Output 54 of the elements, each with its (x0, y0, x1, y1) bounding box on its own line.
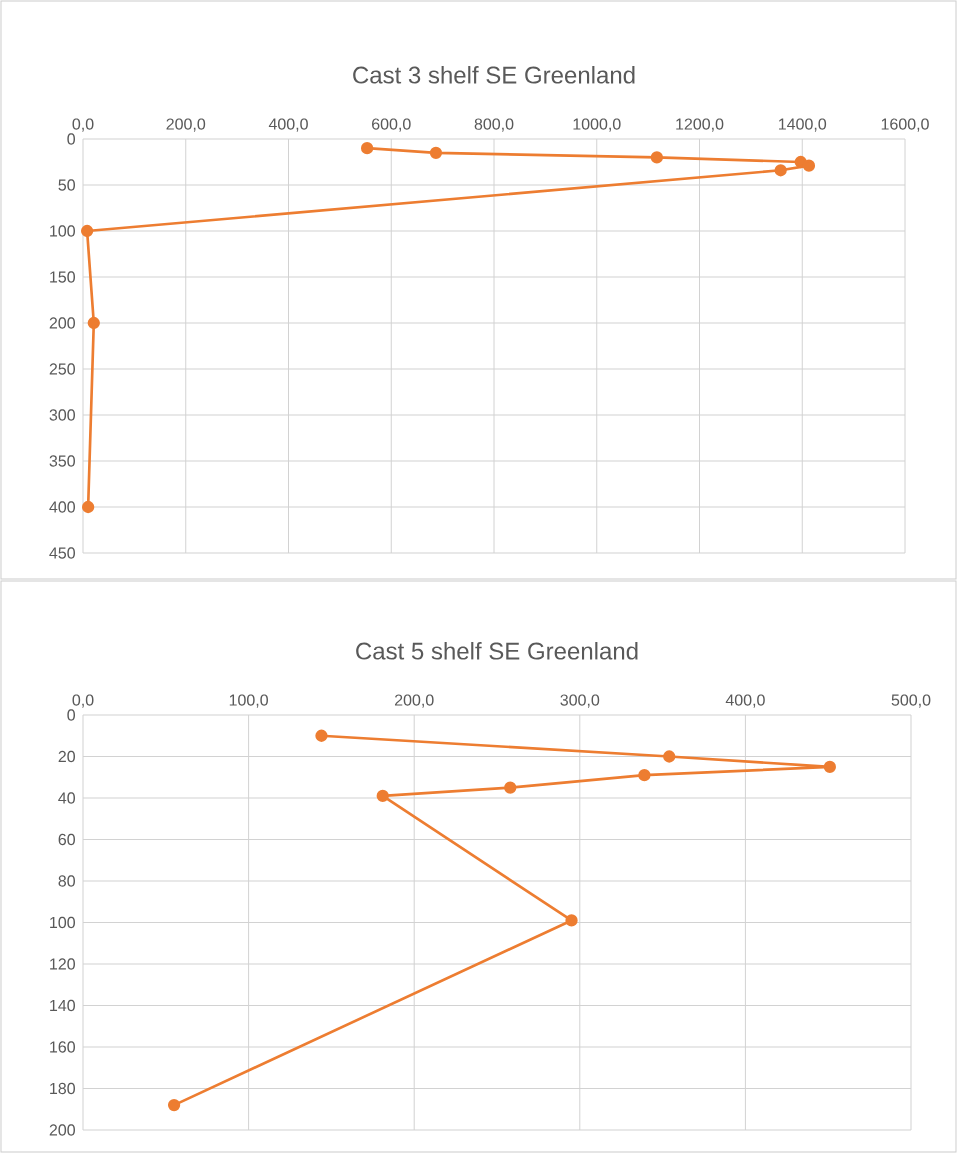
point (650, 151, 663, 164)
x-tick-label: 500,0 (891, 694, 931, 708)
point (429, 146, 443, 159)
x-tick-label: 600,0 (372, 118, 411, 132)
y-tick-label: 150 (50, 271, 75, 283)
y-tick-label: 80 (58, 875, 75, 887)
point (663, 750, 676, 763)
x-tick-label: 1600,0 (881, 118, 929, 132)
y-tick-label: 300 (49, 409, 75, 421)
y-tick-label: 60 (58, 833, 75, 846)
y-tick-label: 0 (67, 709, 76, 721)
x-tick-label: 1200,0 (676, 118, 724, 132)
point (565, 914, 578, 927)
point (802, 159, 816, 172)
point (823, 760, 836, 774)
chart-title: Cast 3 shelf SE Greenland (353, 65, 635, 84)
x-tick-label: 0,0 (72, 118, 94, 132)
x-tick-label: 800,0 (474, 118, 514, 132)
x-tick-label: 1400,0 (779, 118, 827, 132)
point (82, 500, 95, 514)
y-tick-label: 350 (49, 455, 75, 467)
point (315, 729, 328, 742)
y-tick-label: 120 (50, 958, 75, 970)
point (638, 769, 651, 782)
y-tick-label: 200 (49, 1124, 75, 1136)
x-tick-label: 100,0 (229, 694, 268, 708)
y-tick-label: 100 (50, 225, 75, 237)
point (774, 164, 787, 177)
y-tick-label: 450 (49, 547, 75, 559)
y-tick-label: 160 (50, 1041, 75, 1053)
x-tick-label: 200,0 (166, 118, 206, 132)
y-tick-label: 180 (50, 1082, 75, 1095)
y-tick-label: 250 (49, 363, 75, 375)
point (360, 142, 374, 155)
y-tick-label: 50 (58, 179, 75, 191)
y-tick-label: 20 (58, 750, 75, 763)
y-tick-label: 140 (50, 999, 75, 1012)
x-tick-label: 300,0 (560, 694, 600, 708)
y-tick-label: 0 (67, 133, 76, 145)
y-tick-label: 200 (49, 317, 75, 329)
x-tick-label: 200,0 (394, 694, 434, 708)
x-tick-label: 400,0 (725, 694, 765, 708)
point (504, 781, 517, 794)
point (167, 1098, 181, 1112)
x-tick-label: 0,0 (72, 694, 94, 708)
y-tick-label: 400 (49, 501, 75, 513)
x-tick-label: 1000,0 (573, 118, 621, 132)
y-tick-label: 100 (50, 916, 75, 929)
point (376, 789, 389, 803)
point (87, 316, 100, 330)
y-tick-label: 40 (58, 792, 75, 804)
point (80, 224, 94, 238)
x-tick-label: 400,0 (268, 118, 308, 132)
chart-title: Cast 5 shelf SE Greenland (356, 641, 638, 660)
